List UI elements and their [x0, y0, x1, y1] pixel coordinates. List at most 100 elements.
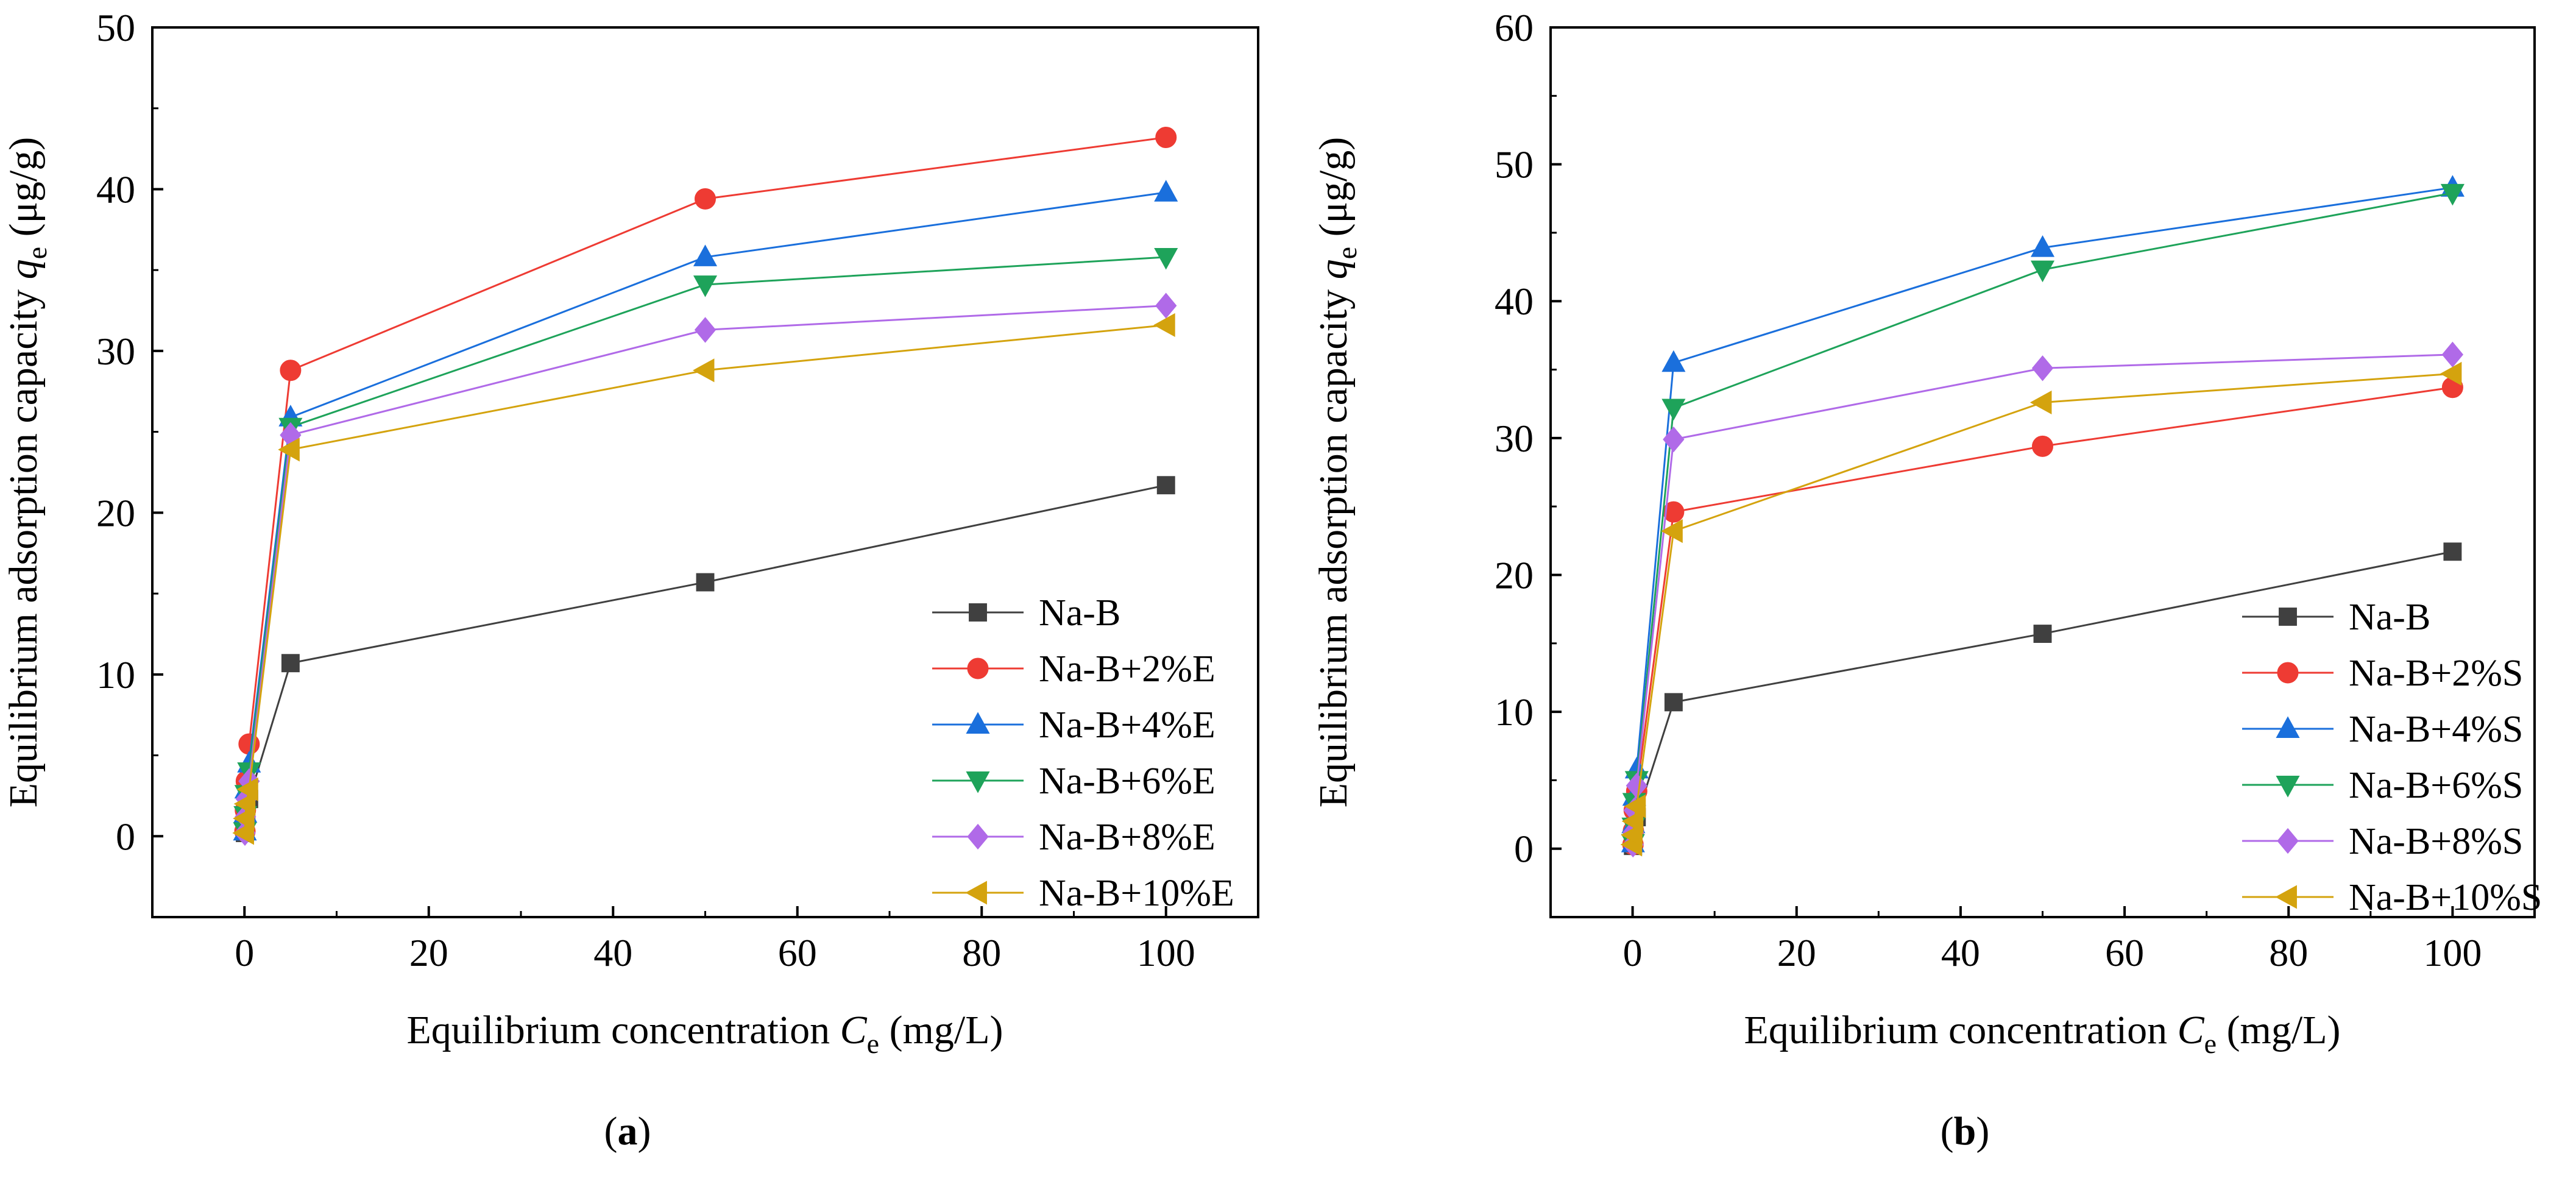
data-point: [1661, 519, 1683, 544]
series-na-b-2-e: [234, 127, 1177, 842]
panel-label-letter: a: [618, 1109, 638, 1154]
series-line: [1632, 353, 2453, 845]
panel-label-open: (: [1941, 1109, 1954, 1154]
data-point: [281, 654, 300, 673]
series-line: [244, 136, 1166, 832]
x-tick-label: 80: [2269, 931, 2308, 974]
data-point: [233, 806, 255, 831]
legend-label: Na-B+2%S: [2349, 653, 2523, 694]
series-na-b: [1624, 542, 2462, 856]
y-axis-title-symbol: q: [1, 259, 46, 279]
y-axis-title: Equilibrium adsorption capacity qe (μg/g…: [1, 137, 52, 808]
data-point: [233, 792, 256, 816]
legend-marker: [966, 771, 990, 793]
legend-marker: [2279, 608, 2297, 626]
legend-label: Na-B+8%E: [1039, 817, 1215, 858]
y-axis-title-text: Equilibrium adsorption capacity: [1, 279, 46, 807]
legend-label: Na-B+6%E: [1039, 760, 1215, 802]
y-tick-label: 50: [1495, 143, 1534, 186]
x-tick-label: 40: [593, 931, 632, 974]
data-point: [1664, 693, 1683, 712]
y-tick-label: 40: [96, 168, 135, 211]
legend: Na-B Na-B+2%S Na-B+4%S Na-B+6%S Na-B+8%S Na-B…: [2242, 597, 2542, 918]
legend-label: Na-B+10%E: [1039, 873, 1234, 914]
panel-label-close: ): [638, 1109, 651, 1154]
y-tick-label: 20: [1495, 553, 1534, 597]
chart-panel-a: 0 20 40 60 80 100 0 10 20 30 40 50 Equilibrium conce…: [1, 6, 1259, 1154]
y-tick-label: 30: [1495, 417, 1534, 460]
data-point: [1661, 350, 1686, 372]
legend: Na-B Na-B+2%E Na-B+4%E Na-B+6%E Na-B+8%E Na-B…: [932, 592, 1234, 914]
data-point: [1663, 426, 1685, 453]
y-tick-label: 10: [1495, 690, 1534, 734]
x-axis-title-unit: (mg/L): [2217, 1008, 2340, 1052]
data-point: [1154, 247, 1178, 270]
x-axis-title: Equilibrium concentration Ce (mg/L): [406, 1008, 1003, 1059]
legend-marker: [2276, 716, 2300, 738]
x-tick-label: 0: [235, 931, 254, 974]
legend-label: Na-B: [1039, 592, 1120, 634]
data-point: [2440, 361, 2462, 386]
legend-label: Na-B: [2349, 597, 2430, 638]
series-line: [244, 305, 1166, 834]
legend-label: Na-B+6%S: [2349, 765, 2523, 806]
x-axis-title: Equilibrium concentration Ce (mg/L): [1744, 1008, 2340, 1059]
data-point: [1661, 399, 1686, 421]
x-tick-label: 100: [2423, 931, 2482, 974]
data-point: [2029, 390, 2052, 414]
data-point: [1155, 292, 1177, 319]
data-point: [2031, 355, 2054, 381]
x-tick-label: 60: [778, 931, 817, 974]
x-tick-label: 80: [962, 931, 1001, 974]
panel-label-letter: b: [1954, 1109, 1976, 1154]
x-axis-title-subscript: e: [2204, 1028, 2217, 1059]
data-point: [1626, 773, 1647, 799]
series-line: [1632, 186, 2453, 843]
legend-label: Na-B+4%E: [1039, 704, 1215, 746]
x-tick-label: 0: [1623, 931, 1643, 974]
series-na-b-8-s: [1622, 341, 2464, 858]
series-line: [1632, 192, 2453, 843]
y-axis-title-subscript: e: [21, 247, 52, 259]
data-point: [696, 573, 715, 592]
data-point: [232, 821, 254, 845]
series-na-b-10-e: [232, 313, 1175, 845]
data-point: [1624, 794, 1646, 818]
x-axis-title-text: Equilibrium concentration: [406, 1008, 840, 1052]
data-point: [693, 275, 718, 297]
x-axis-title-unit: (mg/L): [879, 1008, 1003, 1052]
y-tick-label: 0: [1514, 828, 1534, 871]
legend-marker: [2276, 776, 2300, 798]
data-point: [236, 777, 258, 801]
panel-label: (b): [1941, 1109, 1990, 1154]
data-point: [2033, 625, 2052, 643]
y-tick-label: 30: [96, 330, 135, 373]
x-tick-label: 20: [1777, 931, 1816, 974]
legend-label: Na-B+8%S: [2349, 821, 2523, 862]
legend-marker: [967, 823, 989, 850]
data-point: [1154, 180, 1178, 202]
panel-label: (a): [604, 1109, 651, 1154]
y-axis-title-symbol: q: [1311, 259, 1356, 279]
panel-label-open: (: [604, 1109, 618, 1154]
series-na-b: [236, 476, 1175, 842]
series-line: [244, 484, 1167, 834]
x-axis-title-text: Equilibrium concentration: [1744, 1008, 2177, 1052]
legend-label: Na-B+10%S: [2349, 877, 2542, 918]
y-tick-label: 40: [1495, 280, 1534, 323]
x-tick-label: 20: [409, 931, 448, 974]
legend-marker: [965, 881, 987, 905]
data-point: [2443, 542, 2462, 561]
data-point: [280, 360, 302, 381]
data-point: [2030, 235, 2055, 257]
y-axis-title-unit: (μg/g): [1, 137, 46, 247]
data-point: [1153, 313, 1175, 337]
x-axis-title-subscript: e: [867, 1028, 879, 1059]
x-tick-label: 100: [1137, 931, 1195, 974]
y-tick-label: 20: [96, 491, 135, 534]
y-tick-label: 50: [96, 6, 135, 49]
x-tick-label: 60: [2105, 931, 2144, 974]
y-axis-title-unit: (μg/g): [1311, 137, 1356, 247]
data-point: [2440, 183, 2465, 206]
